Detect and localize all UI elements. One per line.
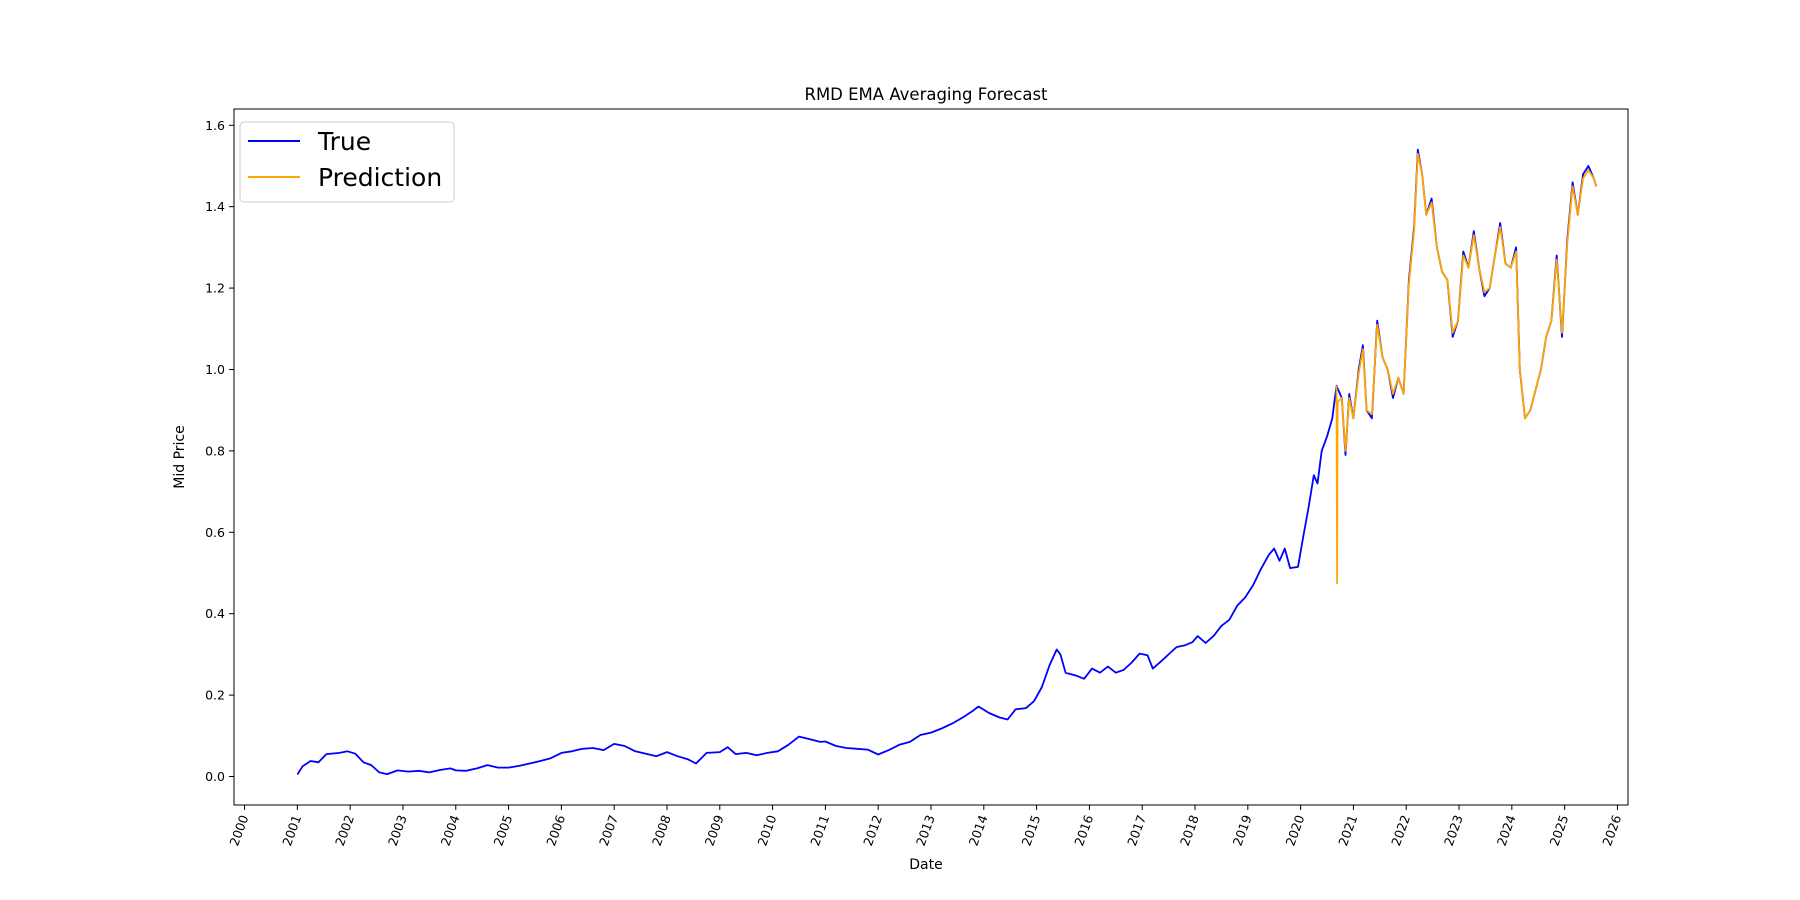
x-tick-label: 2005 (490, 813, 515, 848)
x-tick-label: 2003 (385, 813, 410, 848)
x-tick-label: 2007 (596, 813, 621, 848)
x-tick-label: 2022 (1388, 813, 1413, 848)
x-tick-label: 2023 (1441, 813, 1466, 848)
chart-title: RMD EMA Averaging Forecast (804, 85, 1048, 104)
plot-area (233, 108, 1629, 806)
x-tick-label: 2001 (279, 813, 304, 848)
x-tick-label: 2012 (860, 813, 885, 848)
legend-label-true: True (317, 127, 371, 156)
x-tick-label: 2017 (1124, 813, 1149, 848)
y-tick-label: 1.0 (205, 362, 225, 377)
y-tick-label: 0.8 (205, 443, 225, 458)
x-tick-label: 2015 (1018, 813, 1043, 848)
legend-label-prediction: Prediction (318, 163, 442, 192)
x-tick-label: 2021 (1335, 813, 1360, 848)
x-tick-label: 2014 (966, 813, 991, 848)
x-tick-label: 2009 (702, 813, 727, 848)
series-line-prediction (1335, 152, 1598, 585)
y-axis: 0.0 0.2 0.4 0.6 0.8 1.0 1.2 1.4 1.6 (205, 118, 234, 784)
x-tick-label: 2011 (807, 813, 832, 848)
legend: True Prediction (239, 121, 455, 203)
x-tick-label: 2019 (1230, 813, 1255, 848)
y-tick-label: 1.4 (205, 199, 225, 214)
x-tick-label: 2008 (649, 813, 674, 848)
series-layer (296, 148, 1598, 775)
x-tick-label: 2002 (332, 813, 357, 848)
x-tick-label: 2004 (438, 813, 463, 848)
x-tick-label: 2024 (1494, 813, 1519, 848)
x-tick-label: 2016 (1071, 813, 1096, 848)
x-tick-label: 2025 (1546, 813, 1571, 848)
x-axis-label: Date (909, 857, 942, 873)
y-tick-label: 0.4 (205, 606, 225, 621)
x-tick-label: 2026 (1599, 813, 1624, 848)
plot-background (234, 109, 1628, 805)
x-tick-label: 2000 (226, 813, 251, 848)
y-tick-label: 1.2 (205, 281, 225, 296)
y-tick-label: 0.6 (205, 525, 225, 540)
x-tick-label: 2006 (543, 813, 568, 848)
x-tick-label: 2013 (913, 813, 938, 848)
y-axis-label: Mid Price (172, 425, 188, 488)
y-tick-label: 1.6 (205, 118, 225, 133)
x-tick-label: 2020 (1282, 813, 1307, 848)
x-axis: 2000 2001 2002 2003 2004 2005 2006 2007 2008 2009… (226, 805, 1624, 848)
y-tick-label: 0.2 (205, 688, 225, 703)
x-tick-label: 2018 (1177, 813, 1202, 848)
x-tick-label: 2010 (754, 813, 779, 848)
y-tick-label: 0.0 (205, 769, 225, 784)
